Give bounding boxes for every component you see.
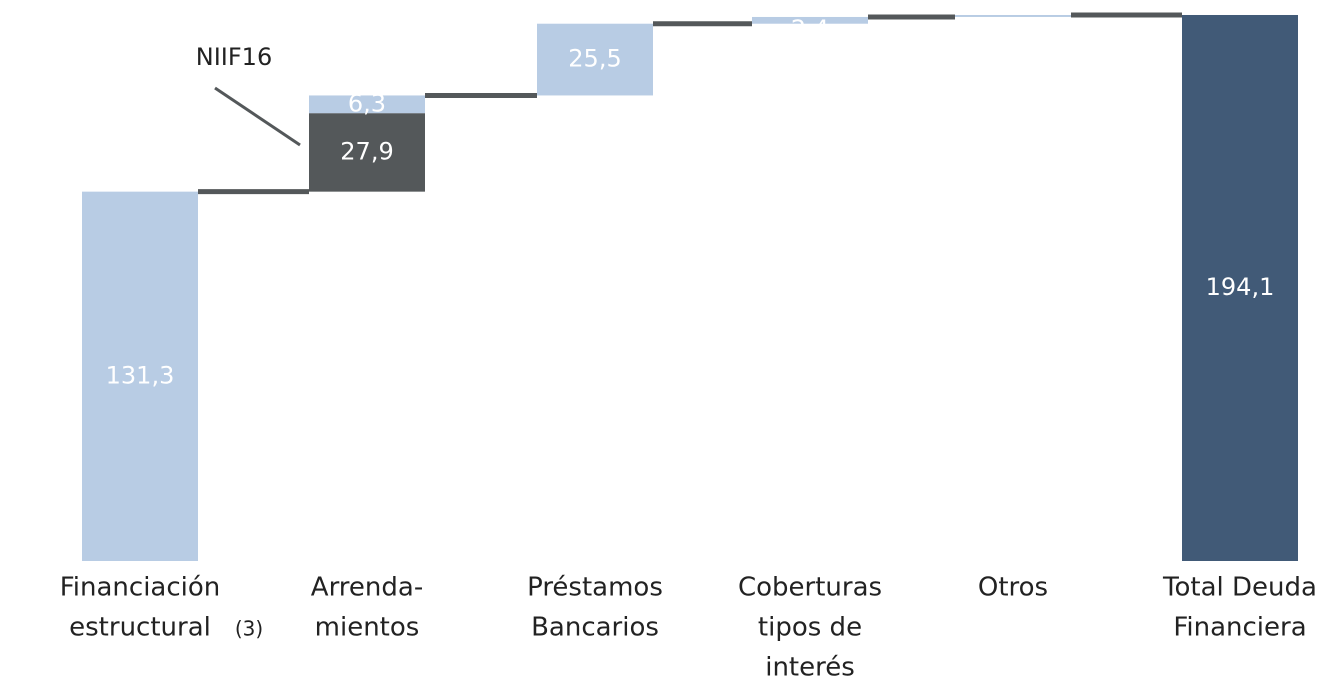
annotation: NIIF16 — [196, 43, 272, 71]
bar — [537, 23, 653, 96]
x-tick-label: Otros — [978, 573, 1048, 603]
value-label: 2,4 — [791, 15, 829, 43]
bar — [1182, 14, 1298, 561]
x-tick-label: Bancarios — [531, 613, 659, 643]
value-label: 194,1 — [1206, 273, 1275, 301]
value-label: 131,3 — [106, 361, 175, 389]
value-label: 27,9 — [340, 137, 393, 165]
footnote-mark: (3) — [235, 617, 263, 641]
value-label: 25,5 — [568, 45, 621, 73]
bar — [955, 14, 1071, 17]
bar — [82, 191, 198, 561]
bar — [309, 113, 425, 192]
x-tick-label: tipos de — [758, 613, 862, 643]
x-tick-label: Préstamos — [527, 573, 663, 603]
x-tick-label: estructural — [69, 613, 211, 643]
value-label: 6,3 — [348, 89, 386, 117]
value-label: 0,7 — [994, 15, 1032, 43]
x-tick-label: mientos — [315, 613, 420, 643]
x-tick-label: interés — [765, 653, 855, 678]
x-tick-label: Total Deuda — [1162, 573, 1317, 603]
x-tick-label: Financiación — [60, 573, 221, 603]
bar — [309, 95, 425, 114]
x-tick-label: Arrenda- — [311, 573, 423, 603]
x-tick-label: Coberturas — [738, 573, 882, 603]
x-tick-label: Financiera — [1173, 613, 1306, 643]
annotation-leader — [214, 86, 301, 147]
bar — [752, 16, 868, 24]
